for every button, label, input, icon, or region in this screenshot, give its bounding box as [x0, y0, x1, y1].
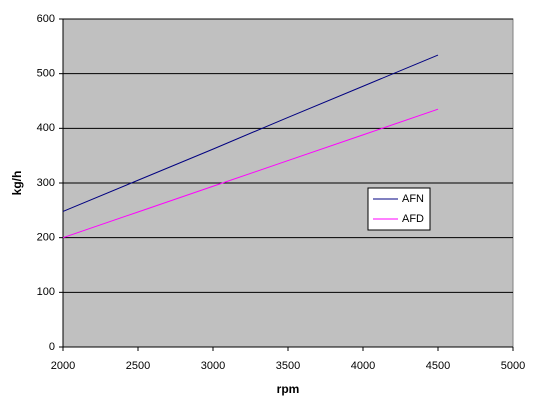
x-tick-label: 4000: [351, 360, 375, 372]
x-tick-label: 3500: [276, 360, 300, 372]
x-axis-title: rpm: [277, 382, 300, 396]
y-axis-title: kg/h: [10, 171, 24, 196]
y-tick-label: 0: [49, 341, 55, 353]
x-tick-label: 4500: [426, 360, 450, 372]
y-tick-label: 600: [37, 13, 55, 25]
legend: [367, 187, 431, 231]
x-tick-label: 5000: [501, 360, 525, 372]
series-line: [62, 54, 439, 212]
y-tick-label: 200: [37, 232, 55, 244]
legend-label: AFD: [402, 213, 424, 225]
legend-label: AFN: [402, 193, 424, 205]
y-tick-label: 500: [37, 68, 55, 80]
x-tick-label: 2000: [51, 360, 75, 372]
x-tick-label: 2500: [126, 360, 150, 372]
series-line: [62, 108, 439, 239]
y-tick-label: 100: [37, 286, 55, 298]
y-tick-label: 400: [37, 122, 55, 134]
y-tick-label: 300: [37, 177, 55, 189]
x-tick-label: 3000: [201, 360, 225, 372]
